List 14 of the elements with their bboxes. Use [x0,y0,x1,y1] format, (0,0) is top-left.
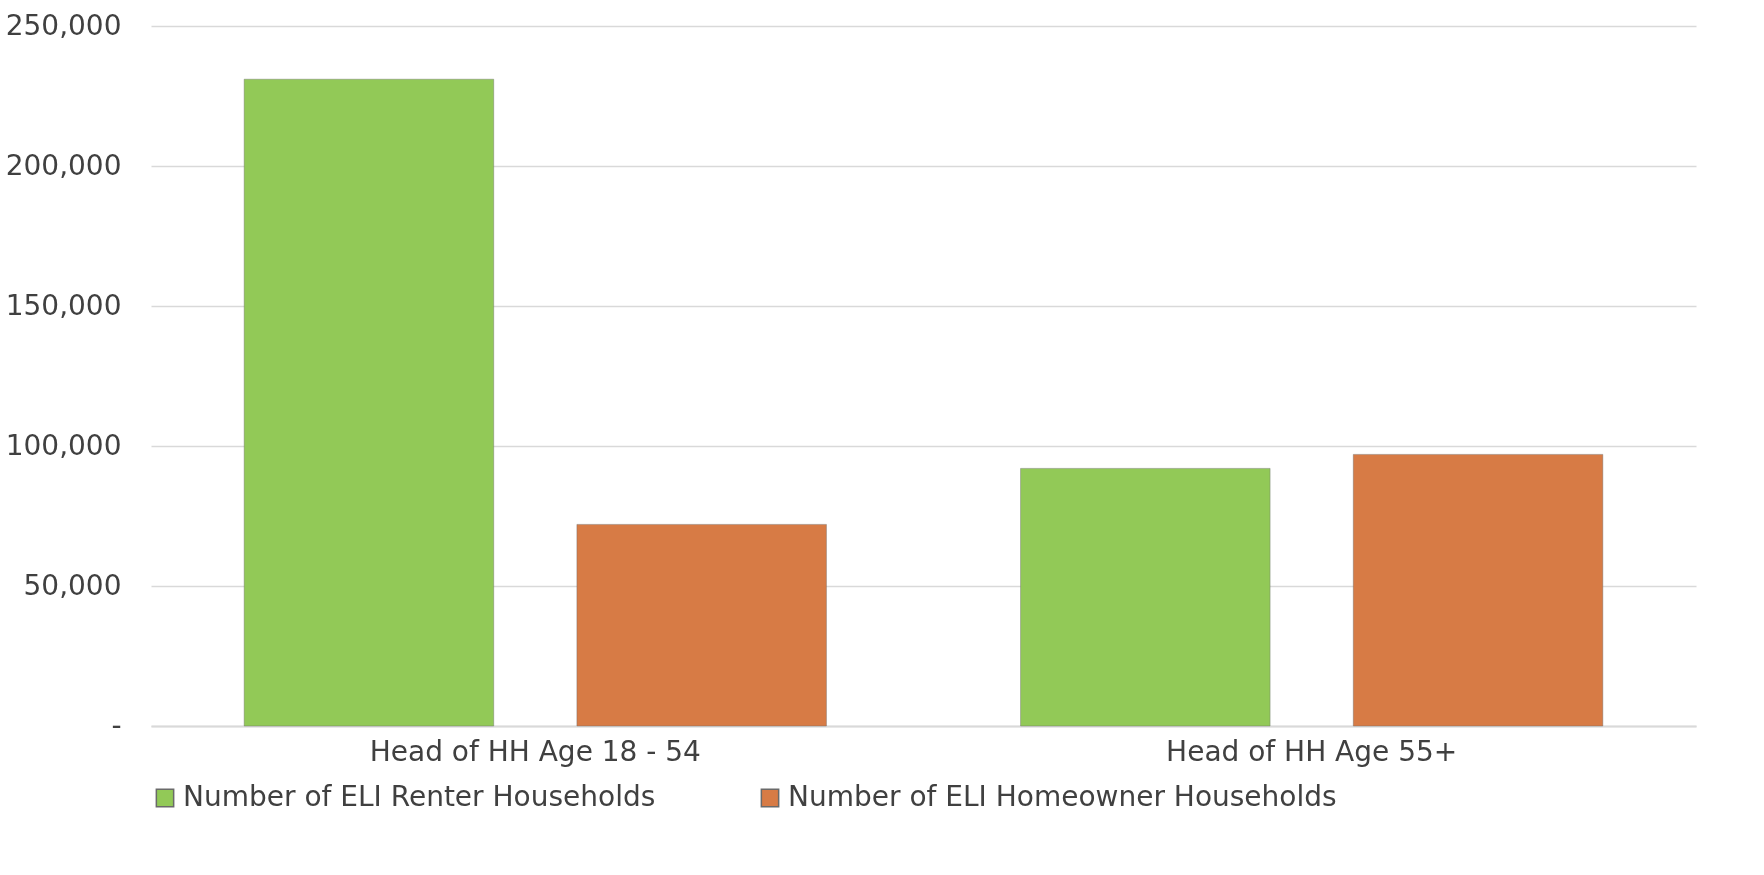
bar [243,78,495,727]
legend-label: Number of ELI Homeowner Households [788,780,1337,813]
y-tick-label: 150,000 [5,288,122,322]
bar [1020,467,1271,727]
y-tick-label: 200,000 [5,148,122,182]
x-tick-label: Head of HH Age 18 - 54 [369,734,701,768]
y-tick-label: - [111,708,122,742]
y-tick-label: 100,000 [5,428,122,462]
bar [576,523,827,727]
bar [1352,453,1604,727]
y-tick-label: 250,000 [5,8,122,42]
x-tick-label: Head of HH Age 55+ [1166,734,1458,768]
y-tick-label: 50,000 [23,568,122,602]
legend-label: Number of ELI Renter Households [183,780,656,813]
